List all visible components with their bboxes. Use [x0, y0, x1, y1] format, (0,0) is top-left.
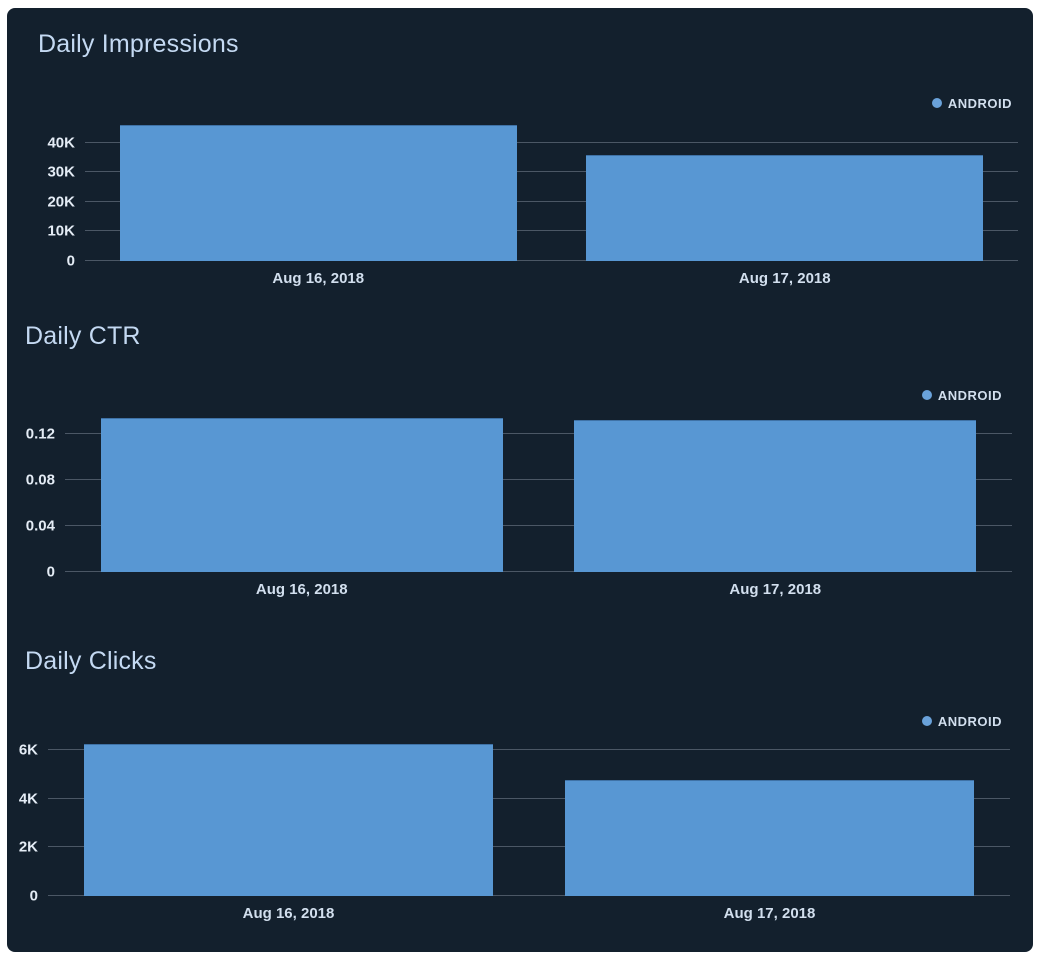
y-axis-tick-label: 0 — [46, 563, 55, 581]
bar-aug-17-2018[interactable] — [565, 780, 974, 896]
x-axis-tick-label: Aug 17, 2018 — [723, 905, 816, 922]
legend-marker-icon — [931, 98, 942, 108]
gridline — [85, 230, 1018, 232]
legend-label: ANDROID — [947, 95, 1012, 111]
legend-android[interactable]: ANDROID — [921, 712, 1002, 730]
gridline — [65, 571, 1012, 572]
bar-aug-17-2018[interactable] — [574, 419, 977, 572]
gridline — [48, 846, 1010, 848]
y-axis-tick-label: 20K — [47, 193, 75, 211]
gridline — [65, 524, 1012, 526]
y-axis-tick-label: 30K — [47, 163, 75, 181]
chart-title: Daily CTR — [25, 322, 141, 350]
y-axis-tick-label: 0 — [66, 252, 75, 270]
y-axis-tick-label: 4K — [18, 790, 38, 807]
chart-title: Daily Impressions — [38, 30, 239, 58]
bar-aug-16-2018[interactable] — [100, 417, 503, 572]
legend-label: ANDROID — [937, 387, 1002, 403]
y-axis-tick-label: 0.04 — [25, 517, 55, 535]
chart-daily-ctr: Daily CTR ANDROID 0 0.04 0.08 0.12 Aug 16, 2… — [7, 8, 1033, 952]
plot-area: 0 2K 4K 6K Aug 16, 2018 Aug 17, 2018 — [19, 740, 1010, 922]
x-axis-tick-label: Aug 16, 2018 — [255, 581, 348, 598]
plot-area: 0 10K 20K 30K 40K Aug 16, 2018 Aug 17, 2018 — [47, 122, 1018, 287]
gridline — [48, 895, 1010, 896]
chart-title: Daily Clicks — [25, 647, 157, 675]
gridline — [85, 260, 1018, 261]
legend-android[interactable]: ANDROID — [921, 386, 1002, 404]
y-axis-tick-label: 0.08 — [25, 471, 55, 489]
legend-label: ANDROID — [937, 713, 1002, 729]
y-axis-tick-label: 0 — [29, 887, 38, 905]
gridline — [65, 432, 1012, 434]
bar-aug-16-2018[interactable] — [119, 124, 517, 261]
gridline — [65, 478, 1012, 480]
x-axis-tick-label: Aug 17, 2018 — [738, 270, 831, 287]
plot-area: 0 0.04 0.08 0.12 Aug 16, 2018 Aug 17, 2018 — [26, 413, 1012, 598]
gridline — [48, 797, 1010, 799]
gridline — [85, 141, 1018, 143]
y-axis-tick-label: 10K — [47, 222, 75, 240]
legend-marker-icon — [921, 716, 932, 726]
bar-aug-17-2018[interactable] — [586, 154, 983, 261]
x-axis-tick-label: Aug 17, 2018 — [729, 581, 822, 598]
gridline — [48, 748, 1010, 750]
legend-marker-icon — [921, 390, 932, 400]
y-axis-tick-label: 6K — [18, 741, 38, 759]
bar-aug-16-2018[interactable] — [84, 743, 493, 896]
gridline — [85, 171, 1018, 173]
legend-android[interactable]: ANDROID — [931, 94, 1012, 112]
chart-daily-impressions: Daily Impressions ANDROID 0 10K 20K 30K 40K A… — [7, 8, 1033, 952]
y-axis-tick-label: 2K — [18, 838, 38, 856]
x-axis-tick-label: Aug 16, 2018 — [242, 905, 335, 922]
dashboard-card: Daily Impressions ANDROID 0 10K 20K 30K 40K A… — [7, 8, 1033, 952]
x-axis-tick-label: Aug 16, 2018 — [272, 270, 365, 287]
chart-daily-clicks: Daily Clicks ANDROID 0 2K 4K 6K Aug 16, 2018… — [7, 8, 1033, 952]
y-axis-tick-label: 40K — [47, 134, 75, 152]
y-axis-tick-label: 0.12 — [25, 425, 55, 443]
gridline — [85, 200, 1018, 202]
